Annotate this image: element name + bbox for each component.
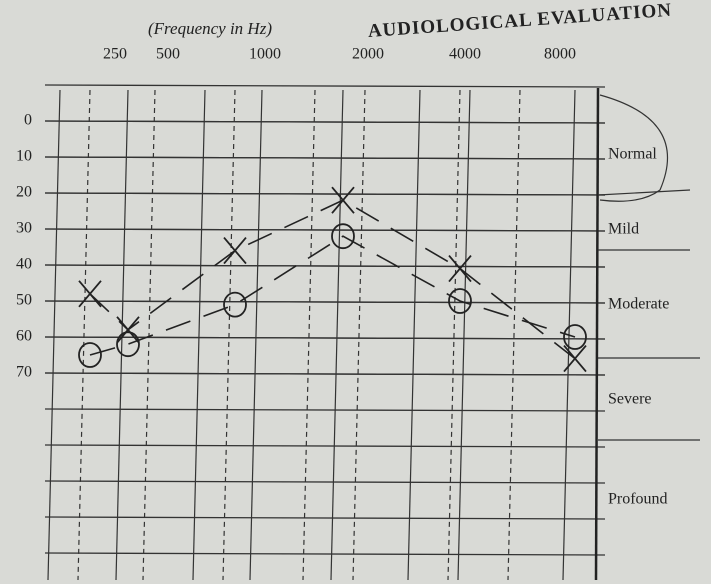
y-tick-label: 40	[16, 256, 32, 273]
v-rule	[249, 89, 263, 581]
x-tick-label: 4000	[449, 46, 481, 63]
o-marker	[331, 223, 355, 250]
x-marker	[331, 186, 355, 214]
o-marker	[563, 324, 587, 350]
v-rule	[352, 89, 366, 581]
grid-line	[44, 192, 606, 196]
y-tick-label: 30	[16, 220, 32, 237]
v-rule	[457, 89, 471, 581]
o-marker	[78, 342, 102, 368]
v-rule	[447, 89, 461, 581]
grid-line	[44, 336, 606, 340]
o-marker	[223, 291, 247, 318]
chart-rule	[44, 552, 606, 556]
chart-rule	[44, 408, 606, 412]
x-stroke	[448, 255, 472, 283]
v-rule	[47, 89, 61, 581]
v-rule	[222, 89, 236, 581]
o-marker	[116, 331, 140, 358]
chart-rule	[44, 480, 606, 484]
band-label: Moderate	[608, 296, 669, 313]
band-label: Profound	[608, 491, 668, 508]
right-border	[594, 87, 600, 581]
v-rule	[330, 89, 344, 581]
chart-rule	[44, 444, 606, 448]
x-marker	[116, 316, 140, 344]
y-tick-label: 70	[16, 364, 32, 381]
grid-line	[44, 228, 606, 232]
x-tick-label: 8000	[544, 46, 576, 63]
v-rule	[77, 89, 91, 581]
y-tick-label: 0	[24, 112, 32, 129]
x-tick-label: 1000	[249, 46, 281, 63]
grid-line	[44, 372, 606, 376]
series-line	[89, 235, 576, 356]
y-tick-label: 50	[16, 292, 32, 309]
x-axis-label: (Frequency in Hz)	[148, 19, 272, 38]
x-tick-label: 500	[156, 46, 180, 63]
x-marker	[448, 255, 472, 283]
v-rule	[192, 89, 206, 581]
y-tick-label: 20	[16, 184, 32, 201]
grid-line	[44, 300, 606, 304]
x-marker	[223, 237, 247, 265]
v-rule	[407, 89, 421, 581]
band-divider	[597, 189, 691, 196]
x-stroke	[78, 280, 102, 308]
band-label: Mild	[608, 221, 639, 238]
v-rule	[142, 89, 156, 581]
band-label: Severe	[608, 391, 652, 408]
x-tick-label: 2000	[352, 46, 384, 63]
chart-rule	[44, 516, 606, 520]
y-tick-label: 10	[16, 148, 32, 165]
band-label: Normal	[608, 146, 657, 163]
o-marker	[448, 288, 472, 314]
x-stroke	[116, 316, 140, 344]
x-tick-label: 250	[103, 46, 127, 63]
x-marker	[563, 345, 587, 373]
series-line	[89, 199, 576, 360]
grid-line	[44, 156, 606, 160]
y-tick-label: 60	[16, 328, 32, 345]
chart-rule	[44, 84, 606, 88]
x-stroke	[563, 345, 587, 373]
v-rule	[507, 89, 521, 581]
grid-line	[44, 264, 606, 268]
v-rule	[302, 89, 316, 581]
x-stroke	[331, 186, 355, 214]
x-marker	[78, 280, 102, 308]
x-stroke	[223, 237, 247, 265]
normal-bracket	[599, 94, 669, 202]
grid-line	[44, 120, 606, 124]
